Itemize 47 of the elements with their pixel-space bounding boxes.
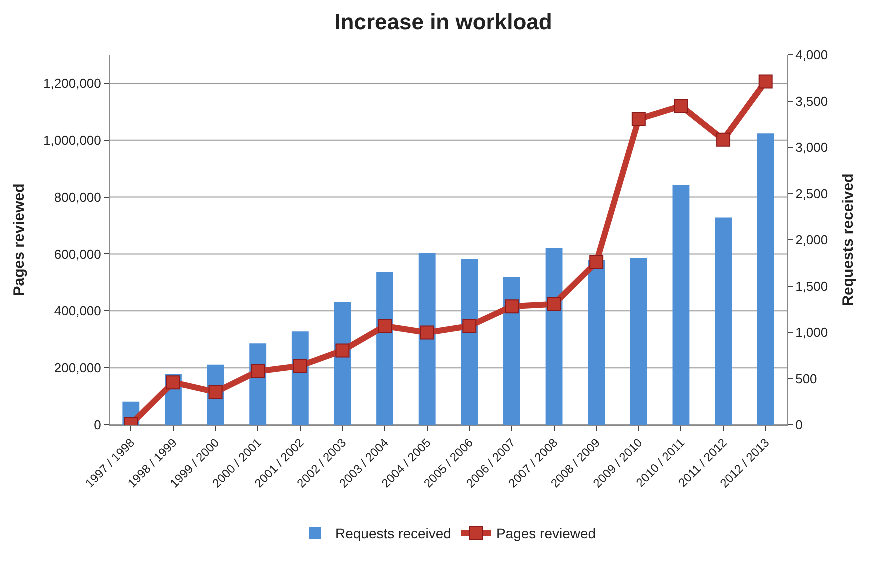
y-tick-label: 1,200,000 — [44, 76, 102, 92]
y-tick-label: 200,000 — [54, 360, 102, 376]
bar — [461, 259, 478, 425]
chart-title: Increase in workload — [334, 9, 552, 34]
y-axis-title: Pages reviewed — [10, 184, 28, 296]
point — [590, 255, 604, 270]
y2-tick-label: 2,000 — [796, 232, 828, 248]
y-tick-label: 400,000 — [54, 304, 102, 319]
y2-tick-label: 3,000 — [796, 140, 828, 156]
y2-tick-label: 3,500 — [796, 94, 828, 109]
y2-tick-label: 500 — [796, 371, 818, 386]
point — [336, 344, 350, 358]
y-tick-label: 800,000 — [54, 190, 102, 205]
point — [632, 112, 646, 126]
y2-tick-label: 0 — [796, 418, 803, 433]
y-tick-label: 1,000,000 — [44, 132, 102, 148]
bar — [630, 258, 648, 425]
bar — [418, 252, 436, 425]
y-tick-label: 0 — [94, 418, 102, 433]
y2-tick-label: 1,000 — [796, 325, 828, 340]
point — [293, 359, 308, 374]
y-tick-label: 600,000 — [54, 246, 102, 262]
bar — [376, 272, 394, 425]
y2-tick-label: 4,000 — [796, 48, 828, 63]
point — [166, 376, 180, 390]
point — [504, 300, 519, 314]
point — [674, 99, 688, 114]
point — [378, 319, 392, 334]
point — [716, 132, 731, 147]
y2-axis-title: Requests received — [840, 174, 858, 306]
bar — [588, 260, 606, 425]
bar — [672, 185, 690, 425]
point — [462, 319, 477, 334]
y2-tick-label: 2,500 — [796, 186, 828, 202]
bar — [757, 134, 774, 425]
point — [758, 74, 773, 89]
bar — [715, 218, 732, 425]
point — [547, 297, 562, 312]
bar — [334, 302, 352, 425]
legend-label: Pages reviewed — [496, 526, 596, 542]
legend-label: Requests received — [336, 526, 452, 542]
y2-tick-label: 1,500 — [796, 278, 828, 294]
point — [420, 326, 434, 340]
point — [251, 364, 266, 378]
bar — [546, 248, 563, 425]
bar — [504, 277, 520, 425]
point — [208, 385, 223, 400]
